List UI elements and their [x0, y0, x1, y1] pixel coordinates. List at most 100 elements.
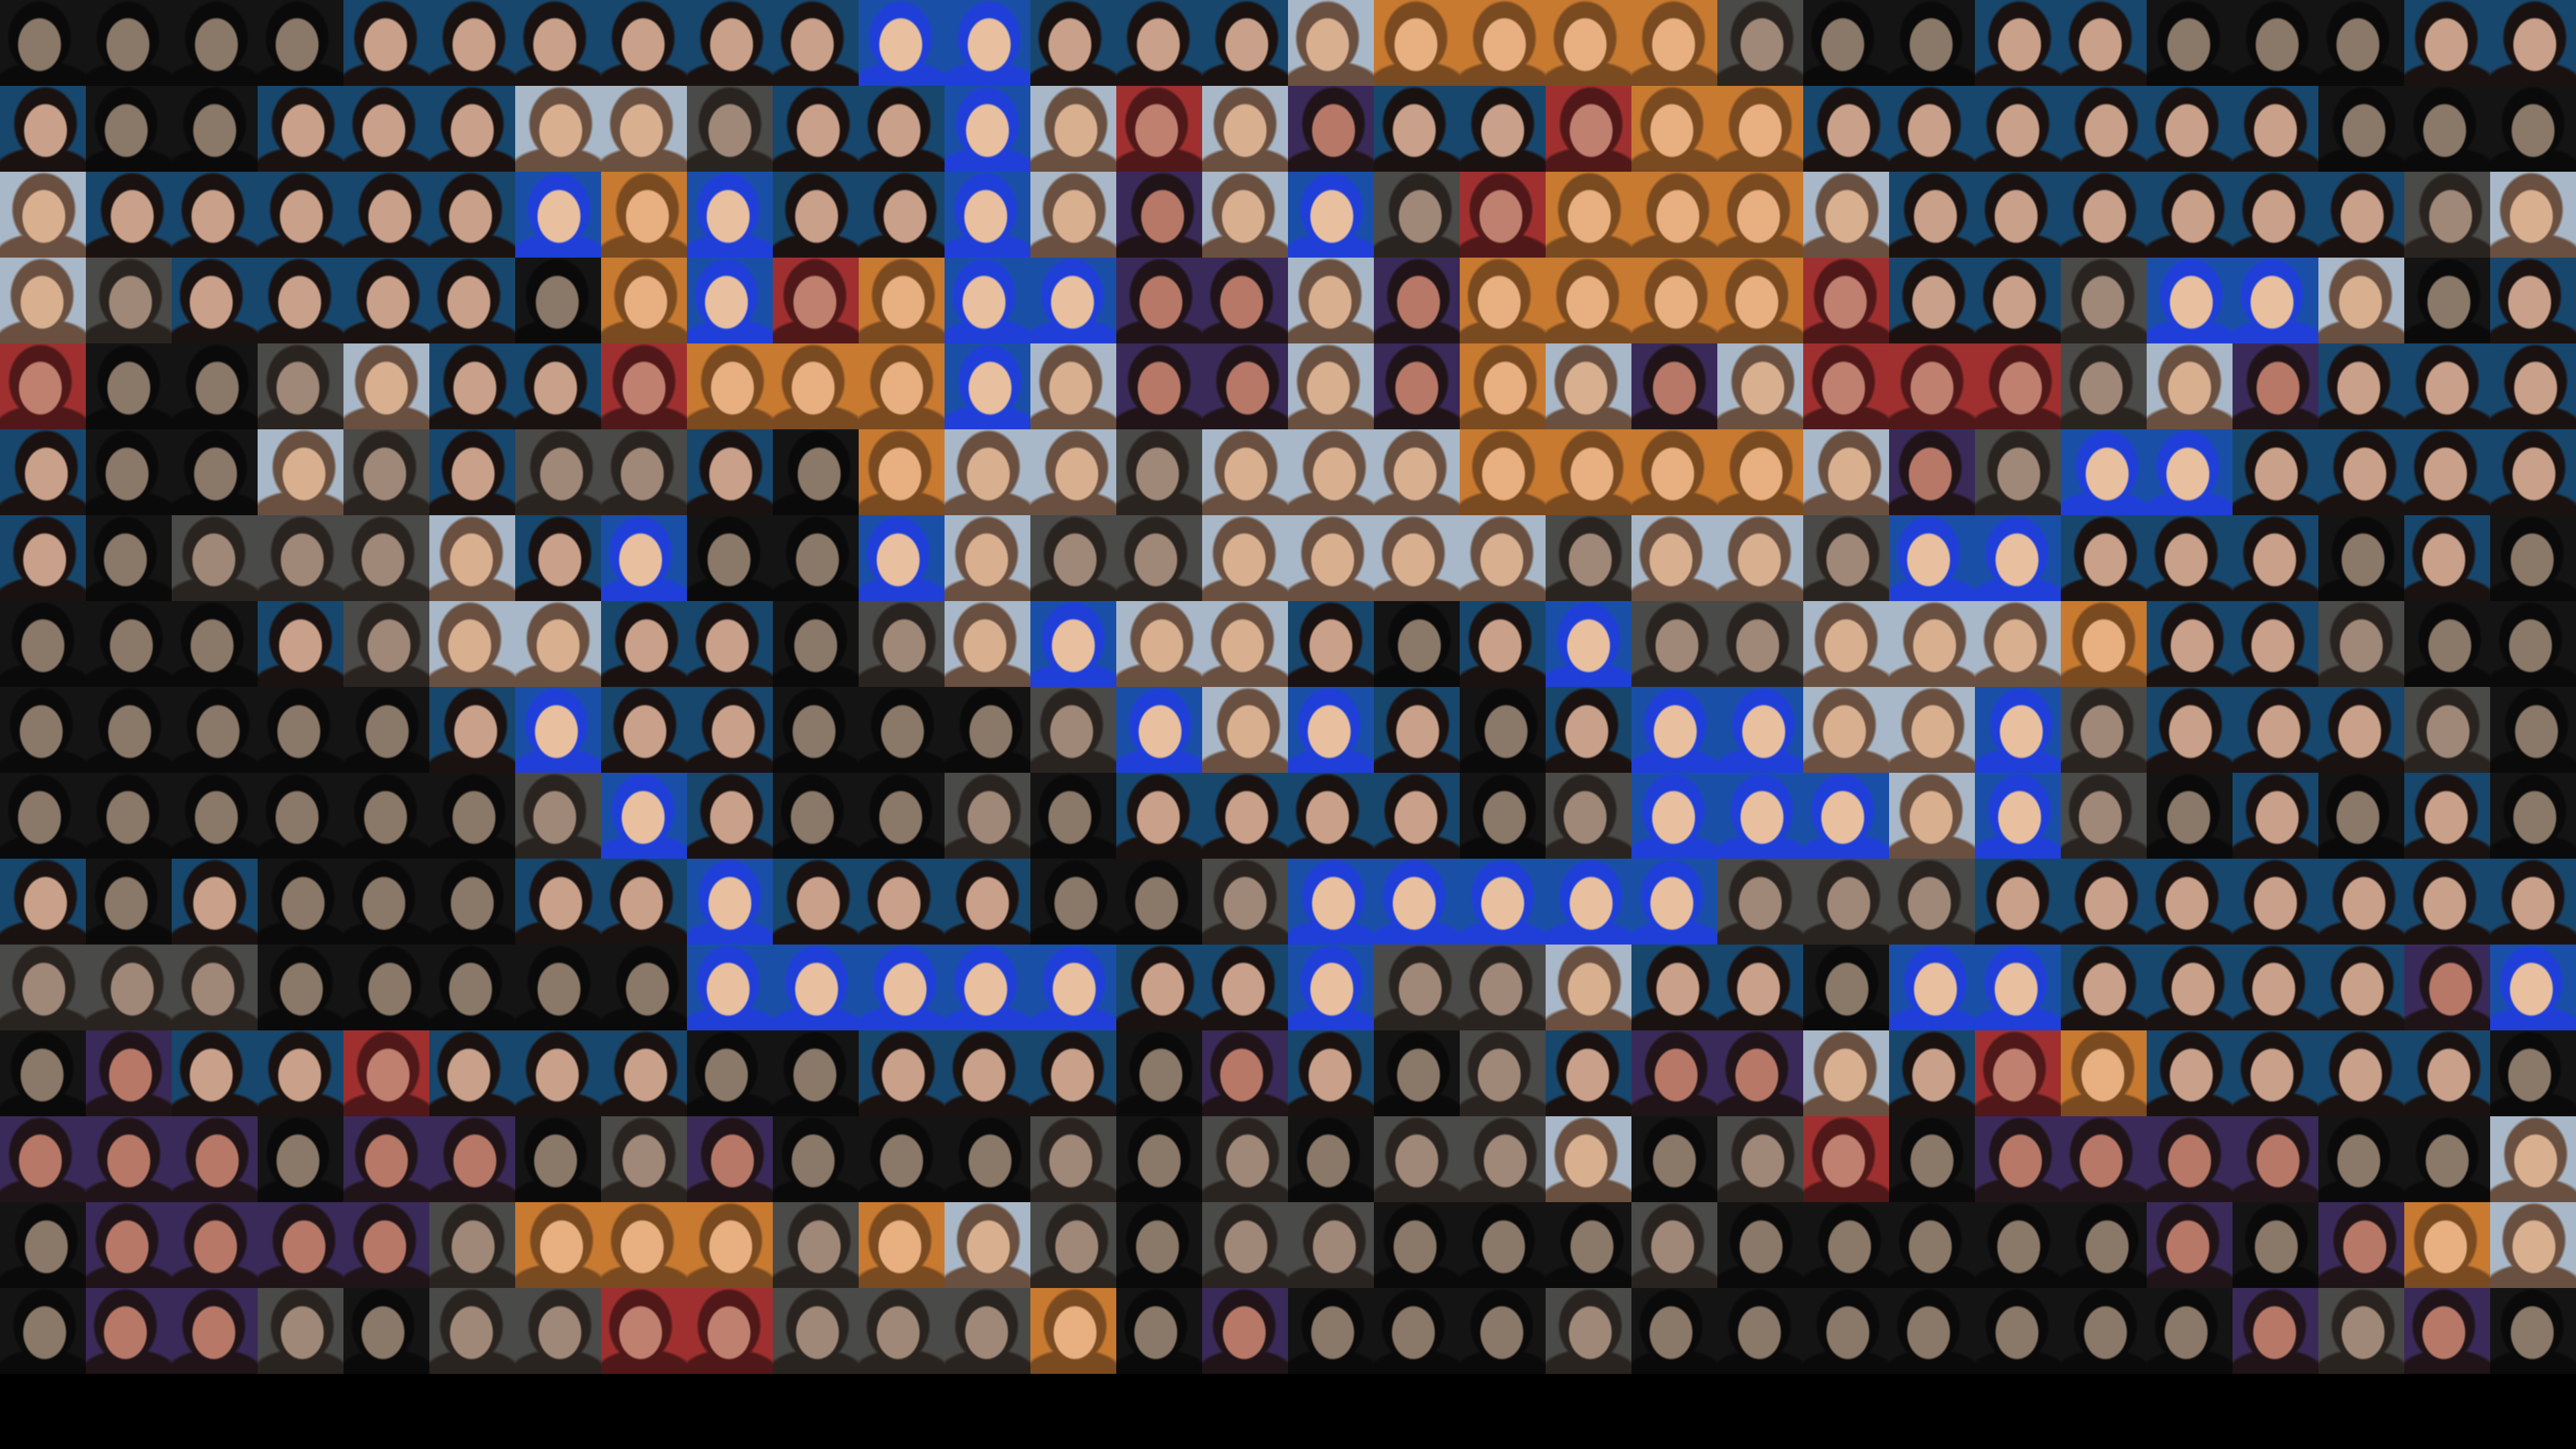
face-tile — [1975, 343, 2061, 429]
face-tile — [1546, 429, 1631, 515]
face-tile — [1460, 773, 1546, 859]
face-tile — [859, 945, 945, 1030]
face-tile — [0, 773, 86, 859]
face-tile — [2404, 945, 2490, 1030]
face-tile — [515, 945, 601, 1030]
face-tile — [1202, 1116, 1288, 1202]
face-tile — [86, 86, 172, 172]
face-tile — [601, 1202, 687, 1288]
face-tile — [945, 258, 1030, 343]
face-tile — [2061, 773, 2147, 859]
face-tile — [515, 343, 601, 429]
face-tile — [429, 1116, 515, 1202]
face-tile — [1030, 86, 1116, 172]
face-tile — [1889, 0, 1975, 86]
face-tile — [601, 429, 687, 515]
face-tile — [1631, 258, 1717, 343]
face-tile — [1975, 601, 2061, 687]
face-tile — [429, 258, 515, 343]
face-tile — [1374, 172, 1460, 258]
face-tile — [2404, 859, 2490, 945]
face-tile — [601, 343, 687, 429]
face-tile — [859, 859, 945, 945]
face-tile — [1116, 1030, 1202, 1116]
face-tile — [601, 258, 687, 343]
face-tile — [429, 429, 515, 515]
face-tile — [1460, 1030, 1546, 1116]
face-tile — [945, 1116, 1030, 1202]
face-tile — [343, 0, 429, 86]
face-tile — [2490, 172, 2576, 258]
face-tile — [1374, 1288, 1460, 1374]
face-tile — [1460, 172, 1546, 258]
face-tile — [945, 343, 1030, 429]
face-tile — [1288, 859, 1374, 945]
face-tile — [945, 1288, 1030, 1374]
face-tile — [1202, 859, 1288, 945]
face-tile — [429, 172, 515, 258]
face-tile — [945, 687, 1030, 773]
face-tile — [86, 0, 172, 86]
face-tile — [2233, 601, 2318, 687]
face-tile — [1803, 1030, 1889, 1116]
face-tile — [687, 1288, 773, 1374]
face-tile — [2233, 945, 2318, 1030]
face-tile — [1975, 1202, 2061, 1288]
face-tile — [1374, 945, 1460, 1030]
face-tile — [1374, 859, 1460, 945]
face-tile — [1030, 859, 1116, 945]
face-tile — [773, 86, 859, 172]
face-tile — [1717, 601, 1803, 687]
face-tile — [1889, 1116, 1975, 1202]
face-tile — [1717, 258, 1803, 343]
face-tile — [1889, 258, 1975, 343]
face-tile — [2490, 429, 2576, 515]
face-tile — [343, 1202, 429, 1288]
face-tile — [1288, 258, 1374, 343]
face-tile — [2404, 258, 2490, 343]
face-tile — [343, 859, 429, 945]
face-tile — [1202, 773, 1288, 859]
face-tile — [1460, 601, 1546, 687]
face-tile — [1803, 343, 1889, 429]
face-tile — [1975, 945, 2061, 1030]
face-tile — [1889, 859, 1975, 945]
face-tile — [1202, 515, 1288, 601]
face-tile — [2318, 172, 2404, 258]
face-tile — [1116, 601, 1202, 687]
face-tile — [1546, 1288, 1631, 1374]
face-tile — [2147, 0, 2233, 86]
face-tile — [2147, 601, 2233, 687]
face-tile — [1717, 687, 1803, 773]
face-tile — [343, 515, 429, 601]
face-tile — [1717, 1116, 1803, 1202]
face-tile — [2061, 687, 2147, 773]
face-tile — [1546, 1030, 1631, 1116]
face-tile — [1288, 1288, 1374, 1374]
face-tile — [2490, 1202, 2576, 1288]
face-tile — [1460, 687, 1546, 773]
face-tile — [1546, 258, 1631, 343]
face-tile — [1889, 429, 1975, 515]
face-tile — [1116, 1202, 1202, 1288]
face-tile — [859, 1288, 945, 1374]
face-tile — [2318, 0, 2404, 86]
face-tile — [343, 172, 429, 258]
face-tile — [2404, 1030, 2490, 1116]
face-tile — [859, 773, 945, 859]
face-tile — [773, 1202, 859, 1288]
face-tile — [2061, 0, 2147, 86]
face-tile — [343, 343, 429, 429]
face-tile — [945, 601, 1030, 687]
face-tile — [0, 429, 86, 515]
face-tile — [1116, 1288, 1202, 1374]
face-tile — [2061, 343, 2147, 429]
face-tile — [1631, 343, 1717, 429]
face-tile — [1288, 429, 1374, 515]
face-tile — [2233, 429, 2318, 515]
face-tile — [1116, 859, 1202, 945]
face-tile — [429, 687, 515, 773]
face-tile — [86, 945, 172, 1030]
face-tile — [0, 687, 86, 773]
face-tile — [515, 1202, 601, 1288]
